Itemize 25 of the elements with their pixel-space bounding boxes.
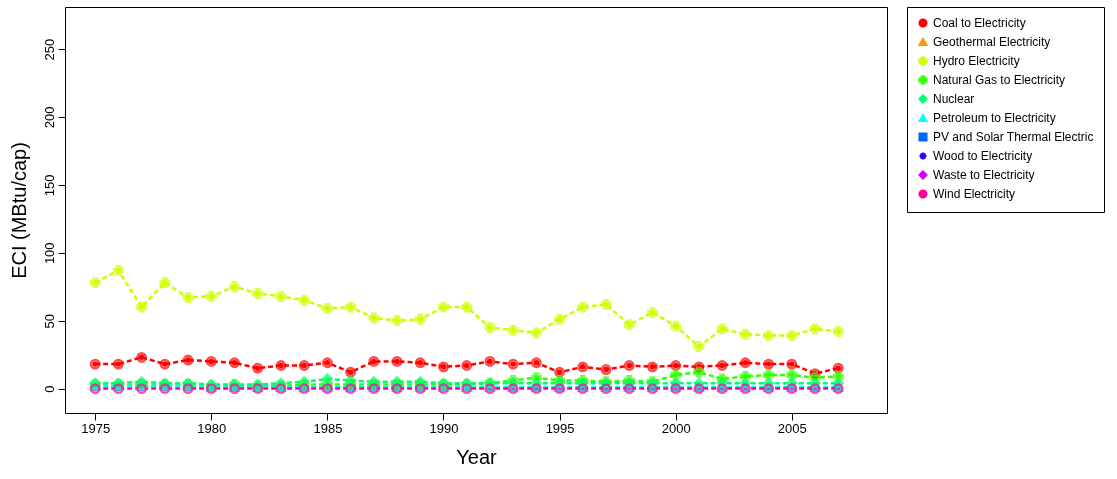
y-tick-label: 250: [41, 38, 57, 61]
legend-label: Waste to Electricity: [933, 168, 1035, 182]
legend-label: Hydro Electricity: [933, 54, 1020, 68]
legend-label: Petroleum to Electricity: [933, 111, 1056, 125]
y-tick-label: 50: [41, 313, 57, 329]
x-tick-label: 1980: [197, 420, 227, 436]
legend-label: Nuclear: [933, 92, 975, 106]
legend-label: Natural Gas to Electricity: [933, 73, 1066, 87]
y-axis-title: ECI (MBtu/cap): [7, 142, 30, 279]
y-tick-label: 150: [41, 174, 57, 197]
x-axis-title: Year: [456, 445, 498, 468]
legend-label: Wind Electricity: [933, 187, 1016, 201]
legend-label: Wood to Electricity: [933, 149, 1033, 163]
y-tick-label: 0: [41, 385, 57, 393]
x-tick-label: 2000: [661, 420, 691, 436]
x-tick-label: 1995: [545, 420, 575, 436]
y-tick-label: 200: [41, 106, 57, 129]
y-tick-label: 100: [41, 242, 57, 265]
x-tick-label: 1990: [429, 420, 459, 436]
x-tick-label: 1975: [81, 420, 111, 436]
x-tick-label: 2005: [777, 420, 807, 436]
legend-label: Coal to Electricity: [933, 16, 1026, 30]
legend-label: Geothermal Electricity: [933, 35, 1051, 49]
x-tick-label: 1985: [313, 420, 343, 436]
legend-label: PV and Solar Thermal Electric: [933, 130, 1094, 144]
